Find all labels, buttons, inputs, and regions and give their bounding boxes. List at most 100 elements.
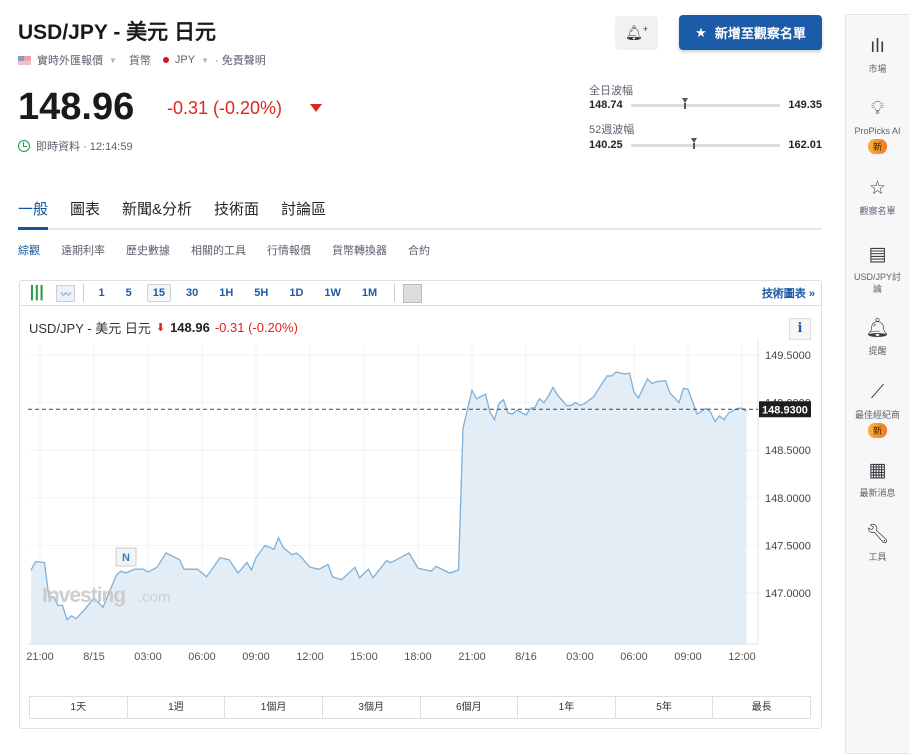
interval-1H[interactable]: 1H [219, 287, 234, 299]
sidebar-item-1[interactable]: 💡︎ ProPicks AI 新 [846, 97, 909, 154]
sidebar-item-2[interactable]: ☆ 觀察名單 [846, 177, 909, 217]
instrument-meta: 實時外匯報價 ▼ 貨幣 JPY ▼ · 免責聲明 [18, 52, 266, 68]
sidebar-label: 最新消息 [859, 488, 896, 498]
range-button[interactable]: 3個月 [323, 697, 421, 718]
create-alert-button[interactable]: 🔔︎+ [615, 16, 658, 50]
chart-price: 148.96 [170, 320, 210, 335]
sidebar-item-5[interactable]: ⟋ 最佳經紀商新 [846, 381, 909, 438]
x-tick-label: 21:00 [458, 651, 486, 663]
sidebar-label: ProPicks AI [854, 126, 901, 136]
watermark-logo: Investing [42, 584, 125, 607]
price-change: -0.31 (-0.20%) [167, 98, 283, 118]
sidebar-item-0[interactable]: ılı 市場 [846, 35, 909, 75]
chart-header: USD/JPY - 美元 日元 ⬇ 148.96 -0.31 (-0.20%) [29, 318, 298, 337]
range-button[interactable]: 最長 [751, 702, 772, 713]
week52-low: 140.25 [589, 139, 623, 151]
add-to-watchlist-button[interactable]: ★ 新增至觀察名單 [679, 15, 822, 50]
day-range-label: 全日波幅 [589, 85, 633, 97]
technical-chart-link[interactable]: 技術圖表 » [761, 288, 815, 300]
tab-2[interactable]: 新聞&分析 [122, 201, 193, 218]
sub-tabs: 綜觀 遠期利率 歷史數據 相關的工具 行情報價 貨幣轉換器 合約 [18, 242, 430, 258]
news-marker [115, 547, 137, 567]
bell-plus-icon: 🔔︎+ [624, 24, 649, 41]
trend-icon: ⟋ [870, 382, 885, 403]
caret-down-icon[interactable]: ▼ [109, 55, 117, 65]
chart-toolbar: ┃┃┃ 〰 1 5 15 30 1H 5H 1D 1W 1M 技術圖表 » [20, 281, 821, 306]
sidebar-item-7[interactable]: 🔧︎ 工具 [846, 523, 909, 563]
y-tick-label: 147.0000 [765, 588, 811, 600]
currency-dropdown[interactable]: JPY [174, 54, 196, 66]
area-chart-icon[interactable]: 〰 [56, 284, 76, 302]
interval-1W[interactable]: 1W [324, 287, 341, 299]
subtab-4[interactable]: 行情報價 [267, 245, 311, 257]
sidebar-item-3[interactable]: ▤ USD/JPY討論 [846, 243, 909, 295]
interval-30[interactable]: 30 [185, 287, 199, 299]
chart-change: -0.31 (-0.20%) [214, 320, 298, 335]
x-tick-label: 21:00 [26, 651, 54, 663]
week52-range-label: 52週波幅 [589, 124, 635, 136]
page-title: USD/JPY - 美元 日元 [18, 21, 216, 44]
range-button[interactable]: 1週 [128, 697, 226, 718]
down-arrow-icon: ⬇ [155, 322, 166, 334]
interval-1[interactable]: 1 [98, 287, 105, 299]
us-flag-icon [18, 55, 31, 65]
range-button[interactable]: 1天 [30, 697, 128, 718]
x-tick-label: 09:00 [674, 651, 702, 663]
info-button[interactable]: i [789, 318, 811, 340]
caret-down-icon[interactable]: ▼ [201, 55, 210, 65]
week52-range-bar [630, 137, 781, 149]
y-tick-label: 147.5000 [765, 540, 811, 552]
interval-1M[interactable]: 1M [361, 287, 378, 299]
y-tick-label: 148.0000 [765, 493, 811, 505]
sidebar-item-6[interactable]: ▦ 最新消息 [846, 459, 909, 499]
interval-5[interactable]: 5 [125, 287, 132, 299]
time-range-buttons: 1天 1週 1個月 3個月 6個月 1年 5年 最長 [29, 696, 811, 719]
sidebar-label: 市場 [868, 64, 887, 74]
subtab-3[interactable]: 相關的工具 [191, 245, 246, 257]
star-icon: ☆ [868, 178, 887, 199]
week52-high: 162.01 [788, 139, 822, 151]
day-range-bar [630, 97, 781, 109]
source-dropdown[interactable]: 實時外匯報價 [37, 55, 103, 67]
range-button[interactable]: 1年 [518, 697, 616, 718]
news-marker-label: N [122, 552, 130, 564]
interval-5H[interactable]: 5H [254, 287, 269, 299]
bar-chart-icon: ılı [870, 36, 885, 57]
interval-15[interactable]: 15 [146, 284, 171, 302]
subtab-2[interactable]: 歷史數據 [126, 245, 170, 257]
new-badge: 新 [867, 139, 887, 154]
tab-4[interactable]: 討論區 [281, 201, 327, 218]
range-button[interactable]: 5年 [616, 697, 714, 718]
subtab-1[interactable]: 遠期利率 [61, 245, 105, 257]
price-chart[interactable]: 149.5000149.0000148.5000148.0000147.5000… [20, 340, 820, 670]
main-tabs: 一般 圖表 新聞&分析 技術面 討論區 [18, 198, 822, 230]
x-tick-label: 8/16 [515, 651, 536, 663]
jpy-dot-icon [162, 57, 169, 63]
tab-0[interactable]: 一般 [18, 198, 49, 230]
range-marker-icon [690, 137, 697, 149]
interval-1D[interactable]: 1D [289, 287, 304, 299]
chat-icon: ▤ [868, 244, 887, 265]
subtab-0[interactable]: 綜觀 [18, 245, 40, 257]
sidebar-item-4[interactable]: 🔔︎ 提醒 [846, 317, 909, 357]
disclaimer-link[interactable]: · 免責聲明 [215, 55, 266, 67]
y-tick-label: 148.5000 [765, 445, 811, 457]
chart-symbol: USD/JPY - 美元 日元 [29, 321, 151, 336]
candlestick-icon[interactable]: ┃┃┃ [28, 285, 46, 300]
layout-icon[interactable] [403, 283, 423, 303]
x-tick-label: 03:00 [566, 651, 594, 663]
range-button[interactable]: 6個月 [421, 697, 519, 718]
x-tick-label: 12:00 [296, 651, 324, 663]
live-status: 即時資料 · 12:14:59 [18, 138, 133, 154]
subtab-5[interactable]: 貨幣轉換器 [332, 245, 387, 257]
y-tick-label: 149.5000 [765, 350, 811, 362]
watermark-logo-suffix: .com [138, 589, 171, 606]
tab-3[interactable]: 技術面 [214, 201, 260, 218]
sidebar-label: USD/JPY討論 [853, 272, 901, 294]
star-icon: ★ [695, 24, 707, 40]
watchlist-label: 新增至觀察名單 [714, 26, 806, 41]
tab-1[interactable]: 圖表 [70, 201, 101, 218]
range-marker-icon [681, 97, 688, 109]
subtab-6[interactable]: 合約 [408, 245, 430, 257]
range-button[interactable]: 1個月 [225, 697, 323, 718]
